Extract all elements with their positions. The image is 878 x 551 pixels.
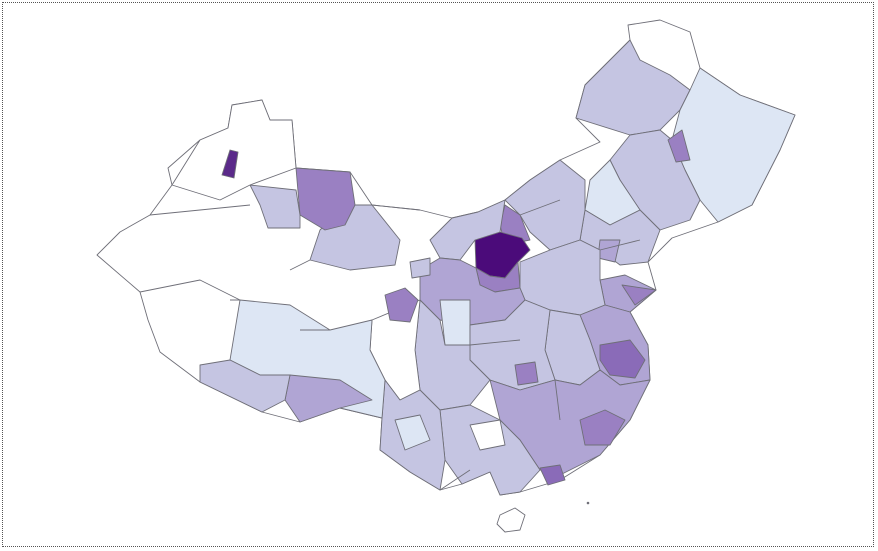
island [586,501,590,505]
border-lines [139,199,641,491]
region [621,284,657,306]
region [514,361,539,386]
region [671,67,796,223]
region [439,299,471,346]
region [504,159,586,251]
region [384,287,419,323]
region [439,404,541,496]
region [496,507,526,533]
region [579,409,626,446]
region [221,149,239,179]
region [394,414,431,451]
region [199,359,291,413]
region [171,99,297,201]
region [469,419,506,451]
region [249,184,301,229]
region [667,129,691,163]
region [429,199,506,261]
region [409,257,431,279]
region [599,339,646,379]
region [539,464,566,486]
